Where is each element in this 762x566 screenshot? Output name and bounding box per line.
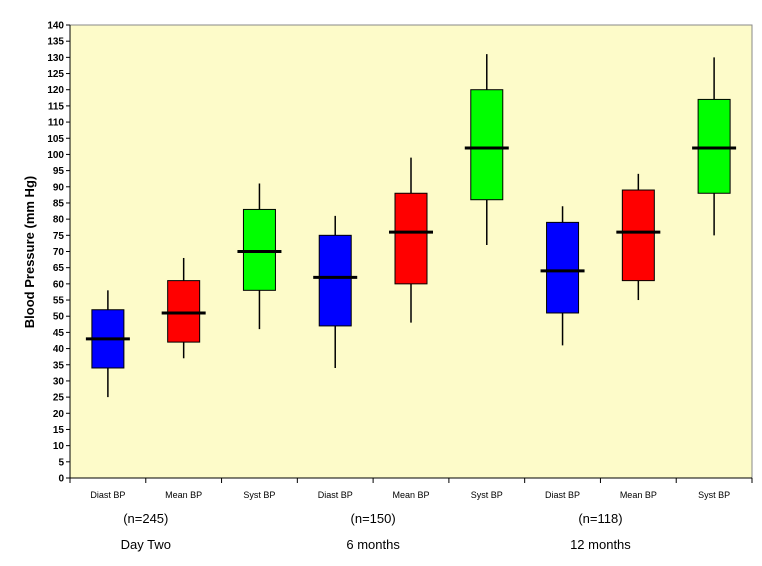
x-tick-label: Syst BP [698, 490, 730, 500]
box-item [616, 173, 661, 301]
y-tick-label: 130 [47, 53, 64, 64]
y-tick-label: 65 [53, 263, 65, 274]
box-body [697, 98, 731, 194]
box-body [167, 280, 201, 343]
y-tick-label: 135 [47, 37, 64, 48]
y-tick-label: 10 [53, 441, 65, 452]
y-tick-label: 95 [53, 166, 65, 177]
box-item [161, 257, 206, 359]
y-tick-label: 80 [53, 215, 65, 226]
box-item [389, 157, 433, 323]
y-tick-label: 100 [47, 150, 64, 161]
box-item [692, 57, 737, 236]
x-tick-label: Diast BP [545, 490, 580, 500]
group-n-label: (n=245) [123, 511, 168, 526]
y-axis: 0 5 10 15 20 25 30 35 40 45 50 55 60 65 70 75 80 85 90 95 10… [47, 21, 71, 485]
box-item [540, 206, 585, 346]
box-body [470, 89, 504, 201]
box-item [85, 290, 130, 398]
y-tick-label: 75 [53, 231, 65, 242]
y-tick-label: 30 [53, 376, 65, 387]
x-tick-label: Mean BP [620, 490, 657, 500]
y-tick-label: 85 [53, 198, 65, 209]
y-tick-label: 0 [58, 474, 64, 485]
y-tick-label: 60 [53, 279, 65, 290]
x-tick-label: Syst BP [471, 490, 503, 500]
box-body [621, 189, 655, 282]
box-series [85, 54, 737, 398]
group-label: Day Two [121, 537, 171, 552]
y-tick-label: 70 [53, 247, 65, 258]
y-tick-label: 110 [48, 118, 65, 129]
y-tick-label: 50 [53, 312, 65, 323]
box-body [394, 192, 428, 285]
box-item [464, 54, 509, 246]
box-body [242, 208, 276, 291]
x-tick-label: Syst BP [243, 490, 275, 500]
x-tick-label: Diast BP [90, 490, 125, 500]
y-tick-label: 5 [58, 457, 64, 468]
x-axis: Diast BP Mean BP Syst BP Diast BP Mean BP Sys… [69, 477, 753, 552]
group-label: 6 months [346, 537, 400, 552]
y-tick-label: 20 [53, 409, 65, 420]
y-tick-label: 15 [53, 425, 65, 436]
y-tick-label: 125 [47, 69, 64, 80]
box-body [546, 221, 580, 314]
group-n-label: (n=150) [351, 511, 396, 526]
box-body [318, 234, 352, 327]
y-tick-label: 25 [53, 393, 65, 404]
y-tick-label: 35 [53, 360, 65, 371]
y-tick-label: 140 [47, 21, 64, 32]
y-tick-label: 55 [53, 296, 65, 307]
y-tick-label: 115 [48, 101, 65, 112]
box-item [237, 183, 282, 330]
box-item [313, 215, 358, 368]
y-tick-label: 105 [47, 134, 64, 145]
group-label: 12 months [570, 537, 631, 552]
y-tick-label: 90 [53, 182, 65, 193]
x-tick-label: Mean BP [392, 490, 429, 500]
group-n-label: (n=118) [578, 511, 622, 526]
y-tick-label: 45 [53, 328, 65, 339]
y-tick-label: 120 [47, 85, 64, 96]
y-tick-label: 40 [53, 344, 65, 355]
x-tick-label: Diast BP [318, 490, 353, 500]
y-axis-title: Blood Pressure (mm Hg) [22, 176, 37, 328]
x-tick-label: Mean BP [165, 490, 202, 500]
